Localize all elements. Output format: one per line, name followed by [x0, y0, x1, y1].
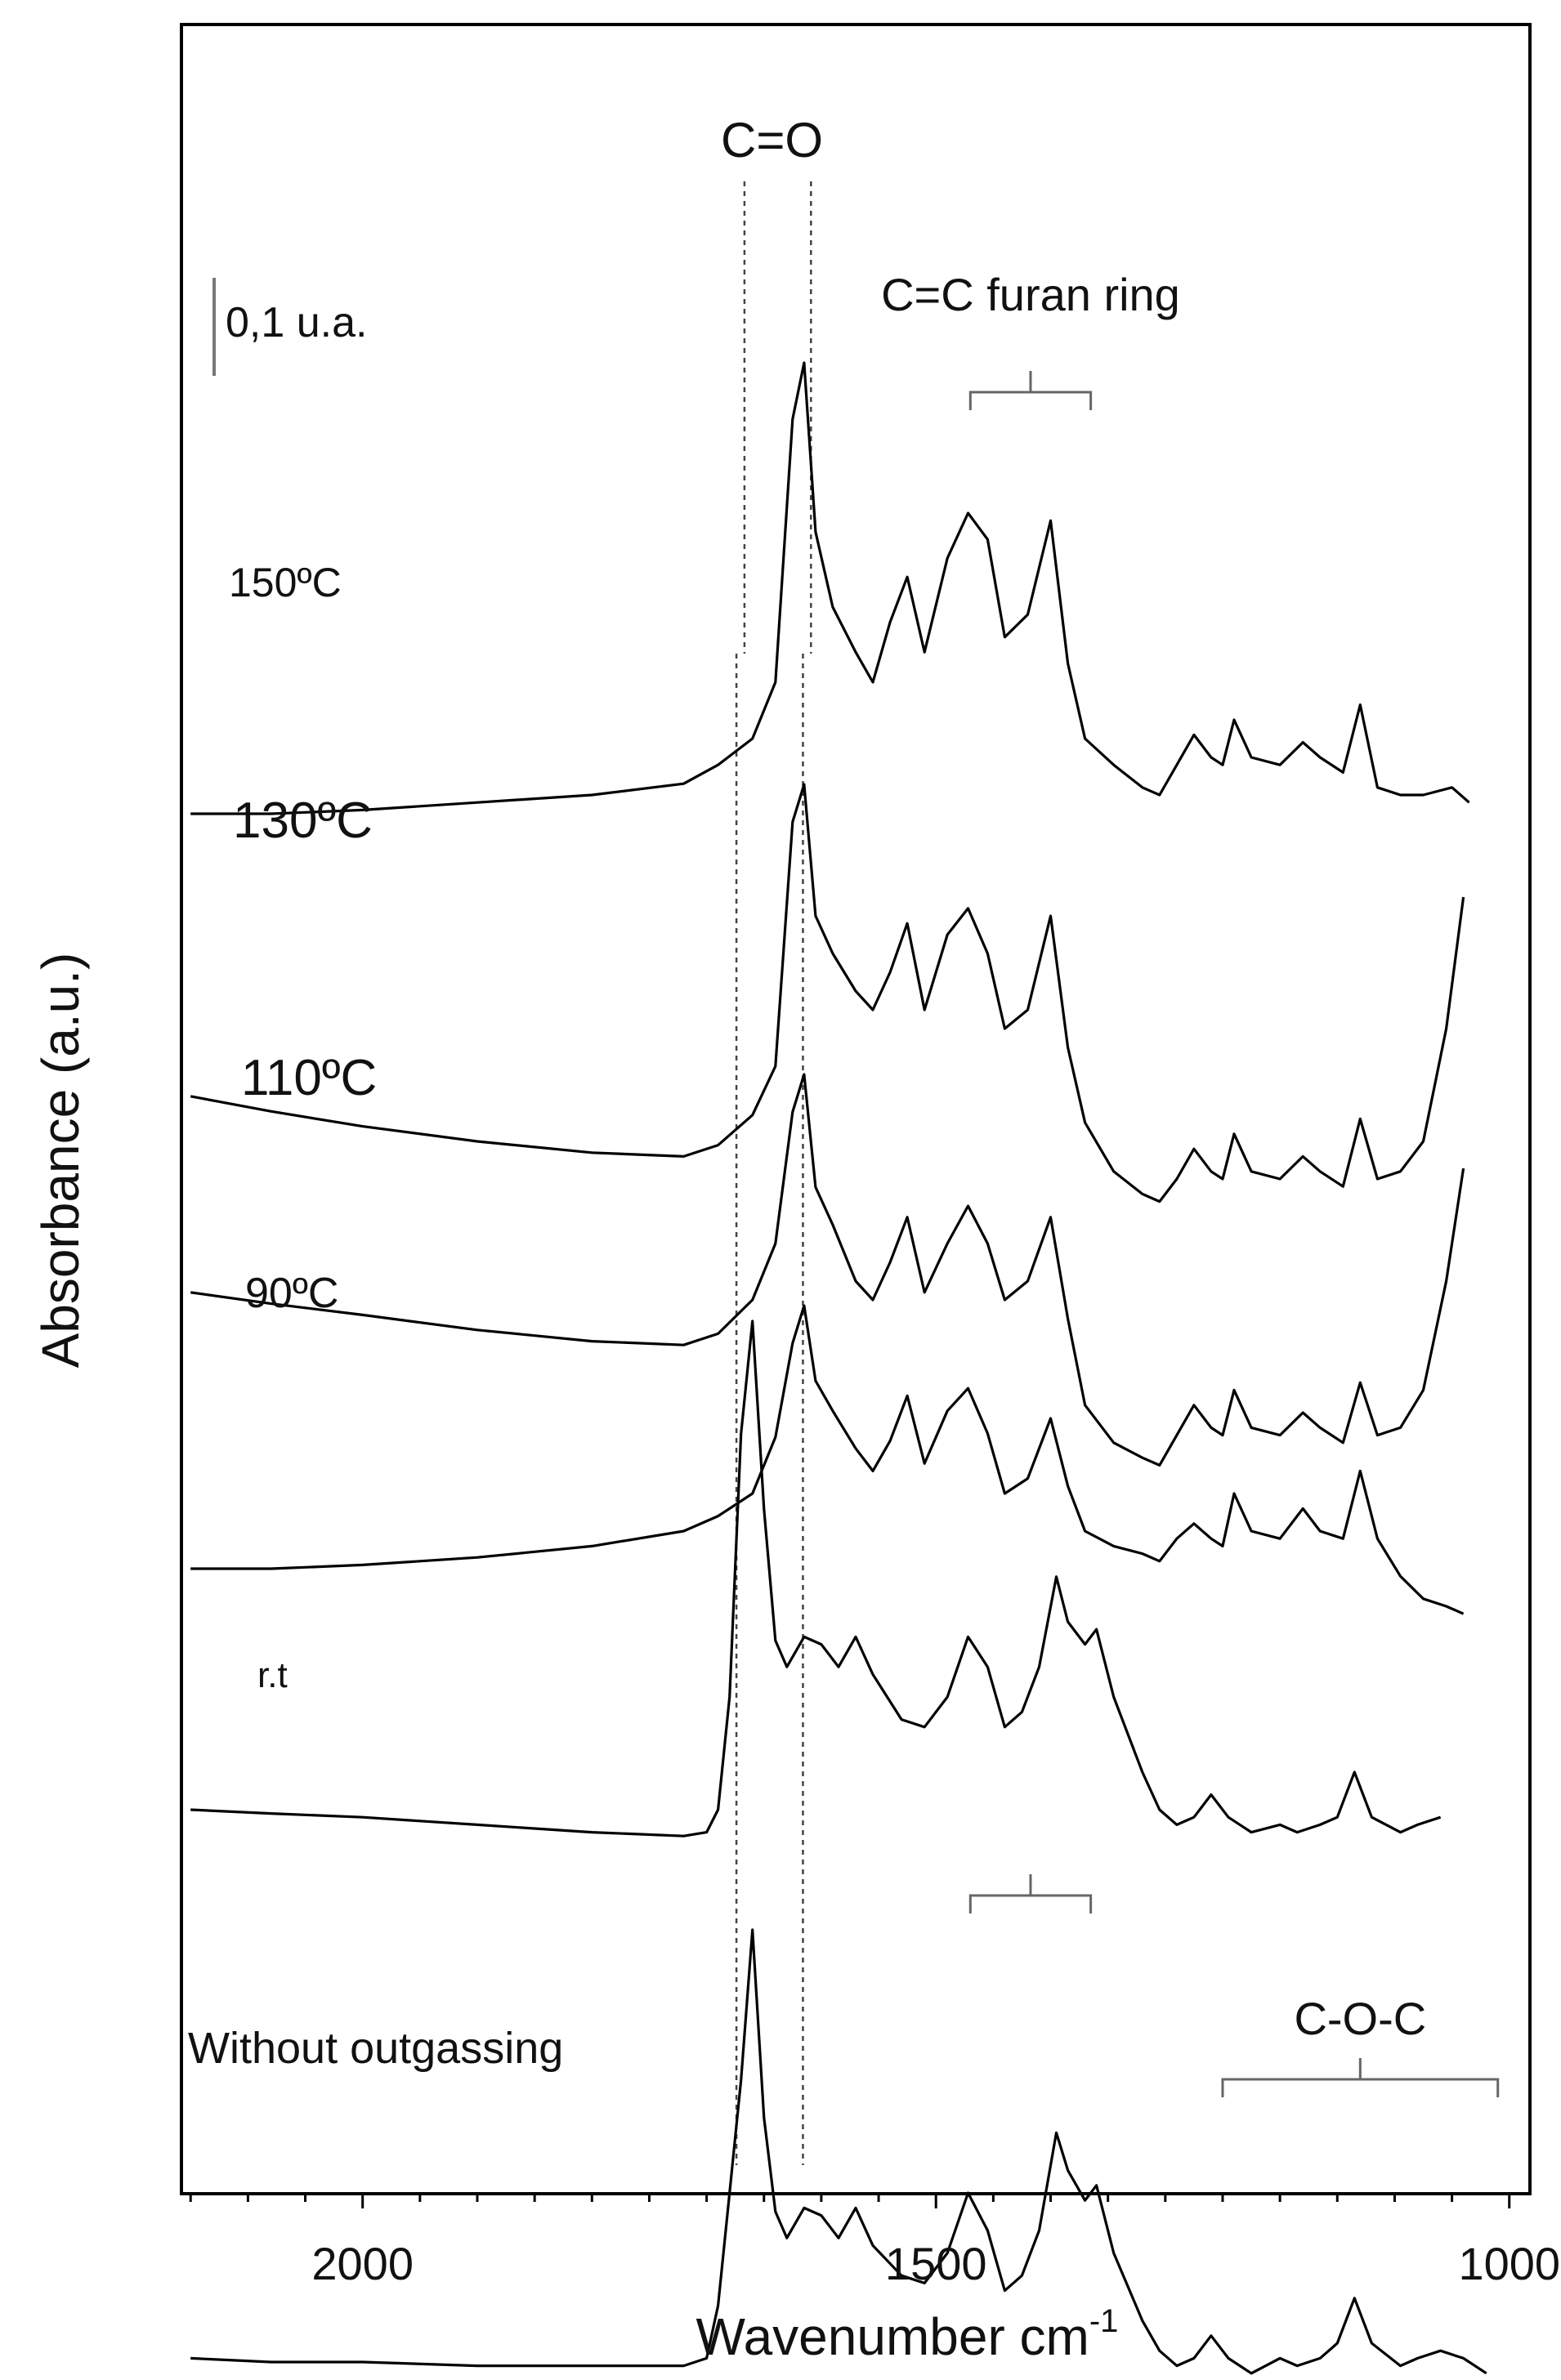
series-line — [190, 1319, 1442, 1837]
x-tick-label: 2000 — [311, 2238, 414, 2289]
series-line — [190, 1304, 1465, 1615]
band-label: C-O-C — [1294, 1993, 1426, 2044]
band-brackets: C=C furan ring C-O-C — [881, 269, 1500, 2097]
series-label: Without outgassing — [188, 2024, 563, 2073]
series-label: 110ºC — [241, 1050, 377, 1106]
series-layer: 150ºC 130ºC 110ºC 90ºC r.t Without outgassing — [188, 361, 1487, 2375]
x-axis-label: Wavenumber cm-1 — [696, 2303, 1119, 2366]
band-bracket — [968, 371, 1093, 410]
series-label: 130ºC — [233, 793, 373, 849]
series-line — [190, 1073, 1465, 1467]
reference-label: C=O — [721, 113, 823, 167]
series-label: 90ºC — [245, 1270, 338, 1317]
series-label: r.t — [257, 1655, 288, 1695]
band-bracket — [1221, 2058, 1500, 2097]
x-tick-label: 1000 — [1458, 2238, 1560, 2289]
series-line — [190, 361, 1470, 815]
series-line — [190, 1928, 1487, 2375]
scale-bar: 0,1 u.a. — [212, 278, 367, 376]
plot-frame — [180, 23, 1532, 2195]
series-label: 150ºC — [229, 560, 342, 605]
band-label: C=C furan ring — [881, 269, 1180, 320]
band-bracket — [968, 1874, 1093, 1913]
y-axis-label: Absorbance (a.u.) — [31, 953, 90, 1369]
x-ticks: 2000 1500 1000 — [189, 2194, 1560, 2289]
x-tick-label: 1500 — [885, 2238, 987, 2289]
reference-lines — [735, 181, 812, 2165]
series-line — [190, 783, 1465, 1203]
scale-bar-label: 0,1 u.a. — [226, 299, 367, 346]
